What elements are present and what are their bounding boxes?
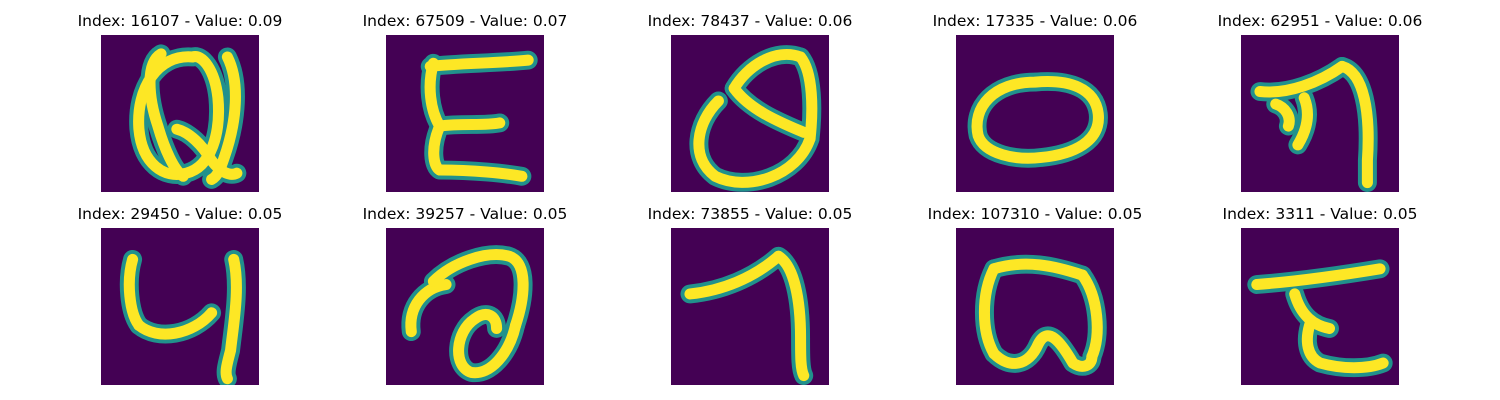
digit-image — [101, 228, 259, 385]
glyph-stroke — [440, 123, 500, 126]
image-panel: Index: 78437 - Value: 0.06 — [620, 0, 880, 180]
panel-title: Index: 78437 - Value: 0.06 — [620, 12, 880, 30]
panel-title: Index: 67509 - Value: 0.07 — [335, 12, 595, 30]
digit-image — [1241, 35, 1399, 192]
image-panel: Index: 16107 - Value: 0.09 — [50, 0, 310, 180]
image-panel: Index: 17335 - Value: 0.06 — [905, 0, 1165, 180]
panel-title: Index: 29450 - Value: 0.05 — [50, 205, 310, 223]
image-panel: Index: 73855 - Value: 0.05 — [620, 193, 880, 373]
panel-title: Index: 73855 - Value: 0.05 — [620, 205, 880, 223]
image-panel: Index: 107310 - Value: 0.05 — [905, 193, 1165, 373]
digit-image — [1241, 228, 1399, 385]
digit-image — [386, 35, 544, 192]
panel-title: Index: 107310 - Value: 0.05 — [905, 205, 1165, 223]
digit-image — [386, 228, 544, 385]
digit-image — [671, 35, 829, 192]
image-panel: Index: 62951 - Value: 0.06 — [1190, 0, 1450, 180]
glyph-stroke — [430, 60, 528, 66]
image-panel: Index: 39257 - Value: 0.05 — [335, 193, 595, 373]
glyph-stroke — [440, 170, 522, 176]
panel-title: Index: 16107 - Value: 0.09 — [50, 12, 310, 30]
panel-title: Index: 3311 - Value: 0.05 — [1190, 205, 1450, 223]
glyph-stroke — [434, 126, 440, 170]
digit-image — [671, 228, 829, 385]
image-panel: Index: 67509 - Value: 0.07 — [335, 0, 595, 180]
digit-image — [101, 35, 259, 192]
image-panel: Index: 3311 - Value: 0.05 — [1190, 193, 1450, 373]
panel-title: Index: 17335 - Value: 0.06 — [905, 12, 1165, 30]
panel-title: Index: 62951 - Value: 0.06 — [1190, 12, 1450, 30]
panel-title: Index: 39257 - Value: 0.05 — [335, 205, 595, 223]
image-panel: Index: 29450 - Value: 0.05 — [50, 193, 310, 373]
digit-image — [956, 35, 1114, 192]
digit-image — [956, 228, 1114, 385]
